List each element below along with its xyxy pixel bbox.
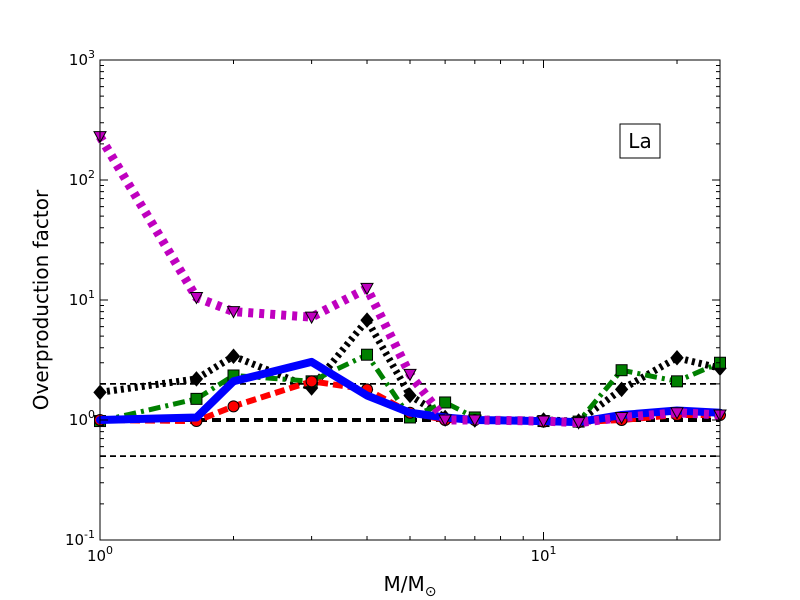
- y-tick-label-0: 10-1: [65, 528, 95, 549]
- y-tick-label-2: 101: [69, 288, 95, 309]
- series-0-marker-2: [226, 348, 241, 364]
- y-tick-label-4-exponent: 3: [88, 48, 95, 61]
- y-tick-label-1-base: 10: [69, 411, 88, 429]
- y-tick-label-1: 100: [69, 408, 95, 429]
- series-1-marker-6: [439, 396, 452, 409]
- series-0-marker-10: [614, 381, 629, 398]
- x-tick-label-1-exponent: 1: [550, 544, 557, 557]
- x-axis-label: M/M⊙: [384, 572, 437, 600]
- y-axis-label: Overproduction factor: [29, 189, 53, 410]
- series-0-marker-4: [360, 312, 374, 328]
- series-4-marker-4: [360, 282, 374, 296]
- y-tick-label-4: 103: [69, 48, 95, 69]
- x-tick-label-0: 100: [87, 544, 113, 565]
- y-tick-label-3: 102: [69, 168, 95, 189]
- x-tick-label-0-exponent: 0: [106, 544, 113, 557]
- series-4-marker-11: [670, 407, 684, 420]
- y-tick-label-4-base: 10: [69, 51, 88, 69]
- series-1-marker-4: [361, 348, 374, 361]
- series-0-marker-11: [670, 350, 684, 366]
- y-tick-label-3-base: 10: [69, 171, 88, 189]
- series-4-marker-1: [189, 291, 204, 305]
- series-4-marker-7: [467, 414, 482, 428]
- series-0-marker-5: [403, 387, 417, 404]
- series-1-marker-11: [671, 375, 684, 388]
- x-tick-label-0-base: 10: [87, 547, 106, 565]
- series-2-marker-2: [227, 400, 240, 413]
- series-4-marker-5: [403, 368, 417, 382]
- series-4-marker-3: [304, 311, 319, 325]
- series-4-marker-8: [536, 415, 551, 429]
- series-4-marker-10: [614, 411, 629, 425]
- series-2-marker-3: [305, 375, 318, 388]
- x-tick-label-1-base: 10: [530, 547, 549, 565]
- series-0-marker-1: [189, 371, 204, 387]
- series-1-marker-1: [190, 392, 203, 405]
- x-tick-label-1: 101: [530, 544, 556, 565]
- annotation-box: La: [619, 123, 661, 159]
- annotation-frame: [619, 123, 661, 159]
- y-tick-label-3-exponent: 2: [88, 168, 95, 181]
- annotation-text: La: [628, 129, 651, 153]
- series-1-marker-10: [615, 364, 628, 377]
- y-tick-label-0-base: 10: [65, 531, 84, 549]
- series-4-marker-2: [226, 306, 241, 319]
- x-axis-label-subscript: ⊙: [425, 584, 437, 600]
- axis-ticks: [100, 60, 720, 540]
- series-4-marker-6: [438, 414, 452, 428]
- y-tick-label-1-exponent: 0: [88, 408, 95, 421]
- y-tick-label-2-exponent: 1: [88, 288, 95, 301]
- y-tick-label-0-exponent: -1: [84, 528, 95, 541]
- series-4-marker-9: [571, 417, 586, 430]
- x-axis-label-main: M/M: [384, 572, 425, 596]
- y-tick-label-2-base: 10: [69, 291, 88, 309]
